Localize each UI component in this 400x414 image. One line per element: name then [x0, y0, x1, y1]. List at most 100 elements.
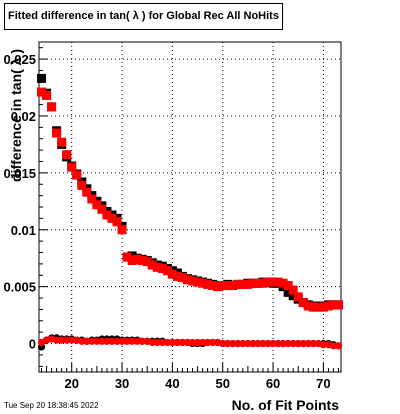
data-point-square	[167, 269, 177, 279]
data-point-square	[112, 217, 122, 227]
data-markers	[37, 73, 343, 351]
data-point-circle	[254, 339, 262, 348]
data-point-circle	[304, 339, 312, 348]
data-point-circle	[158, 338, 166, 347]
data-point-circle	[204, 338, 212, 347]
x-tick-label: 30	[115, 376, 129, 391]
data-point-circle	[123, 337, 131, 345]
data-point-circle	[229, 339, 237, 348]
data-point-circle	[108, 337, 116, 345]
data-point-square	[248, 278, 258, 288]
data-point-circle	[68, 336, 76, 344]
data-point-circle	[168, 338, 176, 347]
y-tick-label: 0.02	[11, 109, 36, 124]
data-point-square	[37, 73, 47, 83]
data-point-square	[57, 137, 67, 147]
data-point-square	[208, 281, 218, 291]
data-point-square	[77, 180, 87, 190]
data-point-circle	[279, 339, 287, 348]
y-tick-label: 0.025	[3, 52, 36, 67]
data-point-square	[193, 277, 203, 287]
axis-ticks	[39, 47, 339, 372]
data-point-circle	[128, 337, 136, 345]
data-point-square	[142, 257, 152, 267]
data-point-circle	[193, 338, 202, 347]
data-point-square	[283, 287, 293, 297]
data-point-circle	[188, 338, 197, 347]
data-point-circle	[249, 339, 257, 348]
data-point-square	[162, 266, 172, 276]
x-tick-label: 60	[266, 376, 280, 391]
data-point-circle	[284, 339, 292, 348]
data-point-circle	[133, 337, 141, 345]
timestamp: Tue Sep 20 18:38:45 2022	[4, 401, 99, 410]
data-point-circle	[153, 338, 161, 347]
data-point-circle	[178, 338, 187, 347]
data-point-square	[188, 276, 198, 286]
data-point-square	[152, 262, 162, 272]
y-tick-label: 0	[29, 337, 36, 352]
data-point-square	[228, 281, 238, 291]
data-point-square	[223, 281, 233, 291]
data-point-circle	[118, 337, 126, 345]
data-point-circle	[173, 338, 182, 347]
data-point-square	[172, 271, 182, 281]
data-point-square	[122, 252, 132, 262]
data-point-circle	[244, 339, 252, 348]
data-point-circle	[299, 339, 307, 348]
data-point-square	[283, 281, 293, 291]
y-tick-label: 0.01	[11, 223, 36, 238]
data-point-square	[137, 255, 147, 265]
data-point-square	[258, 278, 268, 288]
x-axis-label: No. of Fit Points	[231, 397, 339, 413]
data-point-square	[313, 302, 323, 312]
x-tick-label: 20	[64, 376, 78, 391]
data-point-circle	[93, 337, 101, 345]
data-point-square	[278, 278, 288, 288]
y-tick-label: 0.005	[3, 280, 36, 295]
data-point-circle	[239, 339, 247, 348]
data-point-circle	[78, 337, 86, 345]
data-point-square	[37, 87, 47, 97]
data-point-circle	[113, 337, 121, 345]
data-point-circle	[334, 342, 343, 350]
data-point-circle	[329, 342, 338, 350]
data-point-circle	[103, 337, 111, 345]
data-point-square	[273, 277, 283, 287]
data-point-circle	[259, 339, 267, 348]
data-point-circle	[183, 338, 192, 347]
x-tick-label: 70	[316, 376, 330, 391]
data-point-square	[203, 279, 213, 289]
data-point-circle	[264, 339, 272, 348]
data-point-circle	[234, 339, 242, 348]
data-point-square	[298, 298, 308, 308]
data-point-square	[288, 285, 298, 295]
data-point-circle	[274, 339, 282, 348]
data-point-square	[157, 263, 167, 273]
data-point-circle	[148, 338, 156, 347]
data-point-circle	[83, 337, 91, 345]
data-point-square	[132, 254, 142, 264]
data-point-circle	[63, 336, 71, 344]
data-point-square	[253, 278, 263, 288]
x-tick-label: 40	[165, 376, 179, 391]
data-point-square	[87, 194, 97, 204]
data-point-circle	[53, 336, 61, 344]
data-point-square	[318, 302, 328, 312]
data-point-square	[233, 279, 243, 289]
data-point-square	[323, 301, 333, 311]
data-point-square	[182, 275, 192, 285]
title-box: Fitted difference in tan( λ ) for Global…	[4, 3, 283, 30]
data-point-square	[82, 187, 92, 197]
data-point-square	[127, 251, 137, 261]
data-point-square	[107, 213, 117, 223]
data-point-square	[42, 90, 52, 100]
data-point-square	[333, 300, 343, 310]
data-point-square	[293, 292, 303, 302]
y-tick-label: 0.015	[3, 166, 36, 181]
data-point-square	[218, 281, 228, 291]
data-point-square	[268, 277, 278, 287]
data-point-circle	[289, 339, 297, 348]
data-point-square	[72, 170, 82, 180]
plot-frame	[38, 41, 342, 373]
